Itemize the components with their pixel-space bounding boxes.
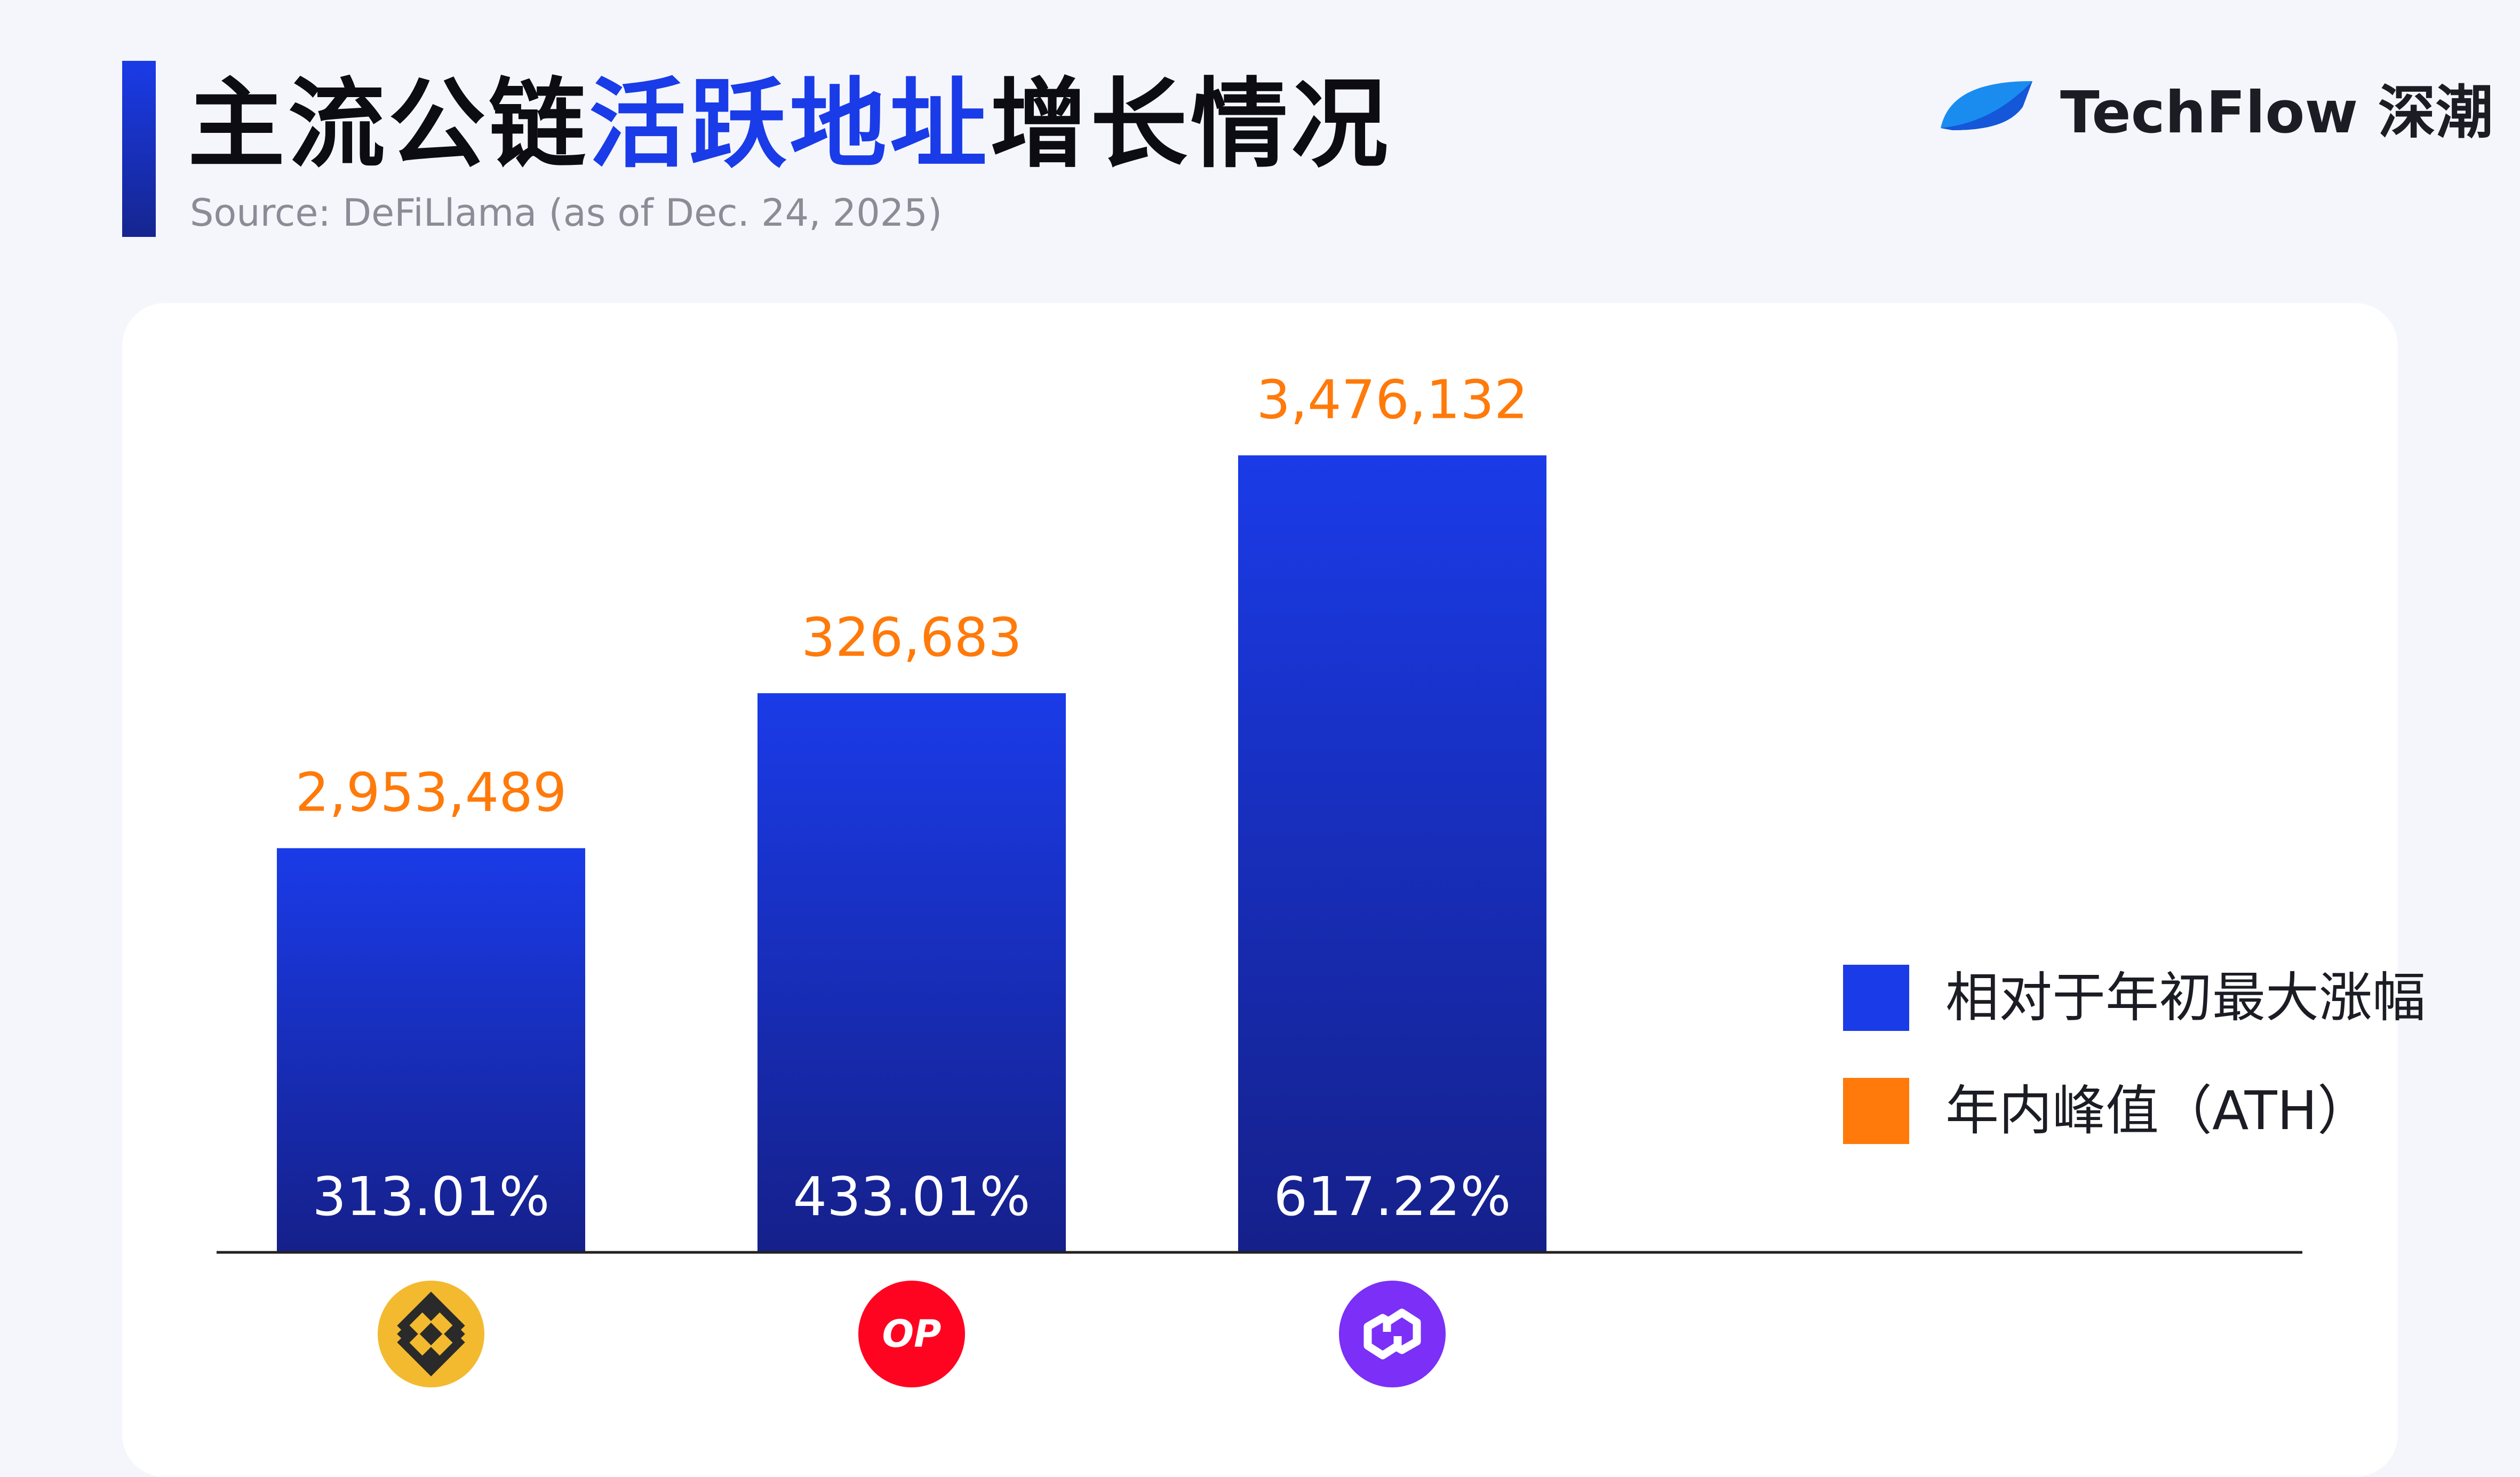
- bar-bnb-chain: [277, 848, 585, 1252]
- chart-card: 2,953,489 326,683 3,476,132 313.01% 433.01%…: [122, 303, 2426, 1477]
- legend-label-ath: 年内峰值（ATH）: [1945, 1079, 2371, 1142]
- pct-label-optimism: 433.01%: [793, 1165, 1031, 1228]
- title-accent-bar: [122, 61, 156, 237]
- brand-name: TechFlow 深潮: [2060, 80, 2493, 146]
- title-part-2-highlight: 活跃地址: [589, 68, 990, 181]
- ath-label-optimism: 326,683: [801, 606, 1022, 669]
- ath-label-polygon: 3,476,132: [1257, 368, 1528, 431]
- bar-polygon: [1238, 455, 1546, 1252]
- title-part-3: 增长情况: [990, 68, 1391, 181]
- legend-swatch-blue: [1843, 965, 1909, 1031]
- bnb-logo-icon: [378, 1281, 484, 1387]
- optimism-logo-icon: OP: [858, 1281, 965, 1387]
- svg-text:OP: OP: [882, 1312, 942, 1356]
- bar-optimism: [757, 693, 1066, 1252]
- chart-title: 主流公链活跃地址增长情况: [188, 63, 1391, 186]
- techflow-logo-icon: [1941, 81, 2032, 130]
- pct-label-bnb-chain: 313.01%: [313, 1165, 550, 1228]
- polygon-logo-icon: [1339, 1281, 1446, 1387]
- pct-label-polygon: 617.22%: [1274, 1165, 1511, 1228]
- legend-swatch-orange: [1843, 1078, 1909, 1144]
- legend-label-max-gain: 相对于年初最大涨幅: [1945, 966, 2426, 1029]
- source-note: Source: DeFiLlama (as of Dec. 24, 2025): [190, 191, 943, 235]
- ath-label-bnb-chain: 2,953,489: [296, 761, 567, 824]
- bar-chart: 2,953,489 326,683 3,476,132 313.01% 433.01%…: [217, 368, 2302, 1387]
- title-part-1: 主流公链: [188, 68, 589, 181]
